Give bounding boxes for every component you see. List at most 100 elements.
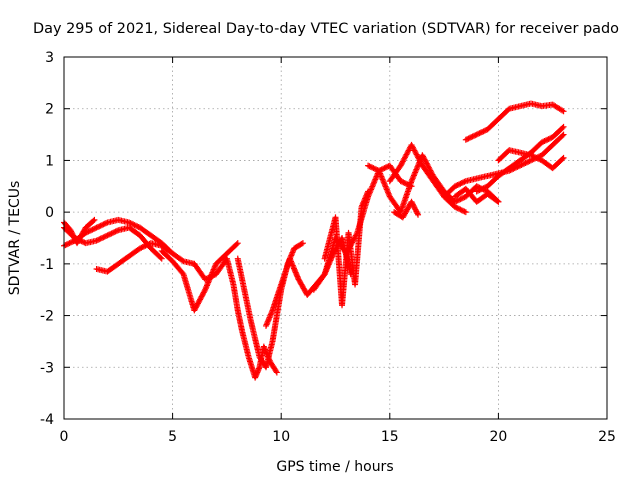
data-point: [204, 275, 211, 282]
data-point: [454, 205, 461, 212]
data-point: [298, 240, 305, 247]
data-point: [457, 180, 464, 187]
data-point: [495, 198, 502, 205]
data-point: [145, 241, 152, 248]
series-track-10: [321, 188, 372, 309]
data-point: [536, 156, 543, 163]
data-point: [157, 254, 164, 261]
data-point: [96, 223, 103, 230]
data-point: [517, 162, 524, 169]
data-point: [366, 163, 373, 170]
data-point: [461, 178, 468, 185]
data-point: [179, 257, 186, 264]
data-point: [475, 130, 482, 137]
data-point: [453, 198, 460, 205]
data-point: [63, 241, 70, 248]
data-point: [99, 235, 106, 241]
data-point: [134, 223, 141, 230]
series-track-6: [191, 255, 280, 381]
data-point: [103, 220, 110, 227]
y-tick-label: 1: [45, 153, 54, 169]
data-point: [559, 124, 566, 131]
data-point: [400, 179, 407, 186]
data-point: [108, 230, 115, 237]
data-point: [458, 195, 465, 202]
y-tick-label: -4: [40, 412, 54, 428]
data-point: [62, 242, 69, 249]
data-point: [523, 159, 530, 166]
data-point: [101, 220, 108, 227]
data-point: [107, 231, 114, 238]
data-point: [456, 205, 463, 212]
data-point: [299, 240, 306, 247]
y-tick-label: 2: [45, 102, 54, 118]
data-point: [414, 210, 421, 217]
data-point: [202, 276, 209, 283]
data-point: [234, 240, 241, 247]
data-point: [66, 240, 73, 247]
data-point: [365, 162, 372, 169]
data-point: [415, 211, 422, 218]
data-point: [128, 220, 135, 227]
data-point: [469, 133, 476, 140]
data-point: [381, 165, 388, 172]
data-point: [466, 134, 473, 141]
data-point: [519, 161, 526, 168]
data-point: [67, 239, 74, 246]
data-point: [475, 187, 482, 194]
data-point: [380, 165, 387, 172]
data-point: [65, 240, 72, 247]
data-point: [93, 237, 100, 244]
data-point: [126, 219, 133, 226]
data-point: [481, 184, 488, 191]
data-point: [138, 244, 145, 251]
data-point: [518, 161, 525, 168]
data-point: [143, 242, 150, 249]
data-point: [542, 137, 549, 144]
data-point: [103, 233, 110, 240]
data-point: [451, 183, 458, 190]
data-point: [559, 132, 566, 139]
data-point: [546, 135, 553, 142]
y-tick-label: 0: [45, 205, 54, 221]
data-point: [480, 185, 487, 192]
data-point: [320, 272, 327, 279]
x-tick-label: 15: [381, 429, 399, 445]
data-point: [201, 288, 208, 295]
data-point: [273, 368, 280, 375]
series-track-14: [441, 131, 567, 200]
data-point: [131, 222, 138, 229]
data-point: [477, 186, 484, 193]
data-point: [529, 152, 536, 159]
data-point: [481, 127, 488, 134]
data-point: [532, 154, 539, 161]
data-point: [464, 136, 471, 143]
series-track-18: [451, 185, 502, 205]
data-point: [541, 138, 548, 145]
data-point: [397, 178, 404, 185]
data-point: [560, 123, 567, 130]
data-point: [382, 164, 389, 171]
series-track-12: [386, 141, 469, 216]
data-point: [454, 197, 461, 204]
data-point: [137, 245, 144, 252]
chart-title: Day 295 of 2021, Sidereal Day-to-day VTE…: [33, 21, 619, 37]
data-point: [112, 228, 119, 235]
y-tick-labels: 3 2 1 0 -1 -2 -3 -4: [40, 50, 54, 428]
data-point: [538, 139, 545, 146]
x-tick-label: 10: [272, 429, 290, 445]
data-point: [522, 160, 529, 167]
y-axis-label: SDTVAR / TECUs: [7, 181, 23, 296]
axis-ticks: [63, 56, 608, 420]
y-tick-label: -1: [40, 257, 54, 273]
data-point: [451, 203, 458, 210]
series-track-16: [473, 123, 567, 195]
data-point: [89, 226, 96, 233]
data-point: [534, 155, 541, 162]
y-tick-label: -2: [40, 309, 54, 325]
x-axis-label: GPS time / hours: [276, 459, 393, 475]
data-point: [540, 138, 547, 145]
data-point: [457, 196, 464, 203]
data-point: [462, 209, 469, 216]
data-point: [90, 217, 97, 224]
